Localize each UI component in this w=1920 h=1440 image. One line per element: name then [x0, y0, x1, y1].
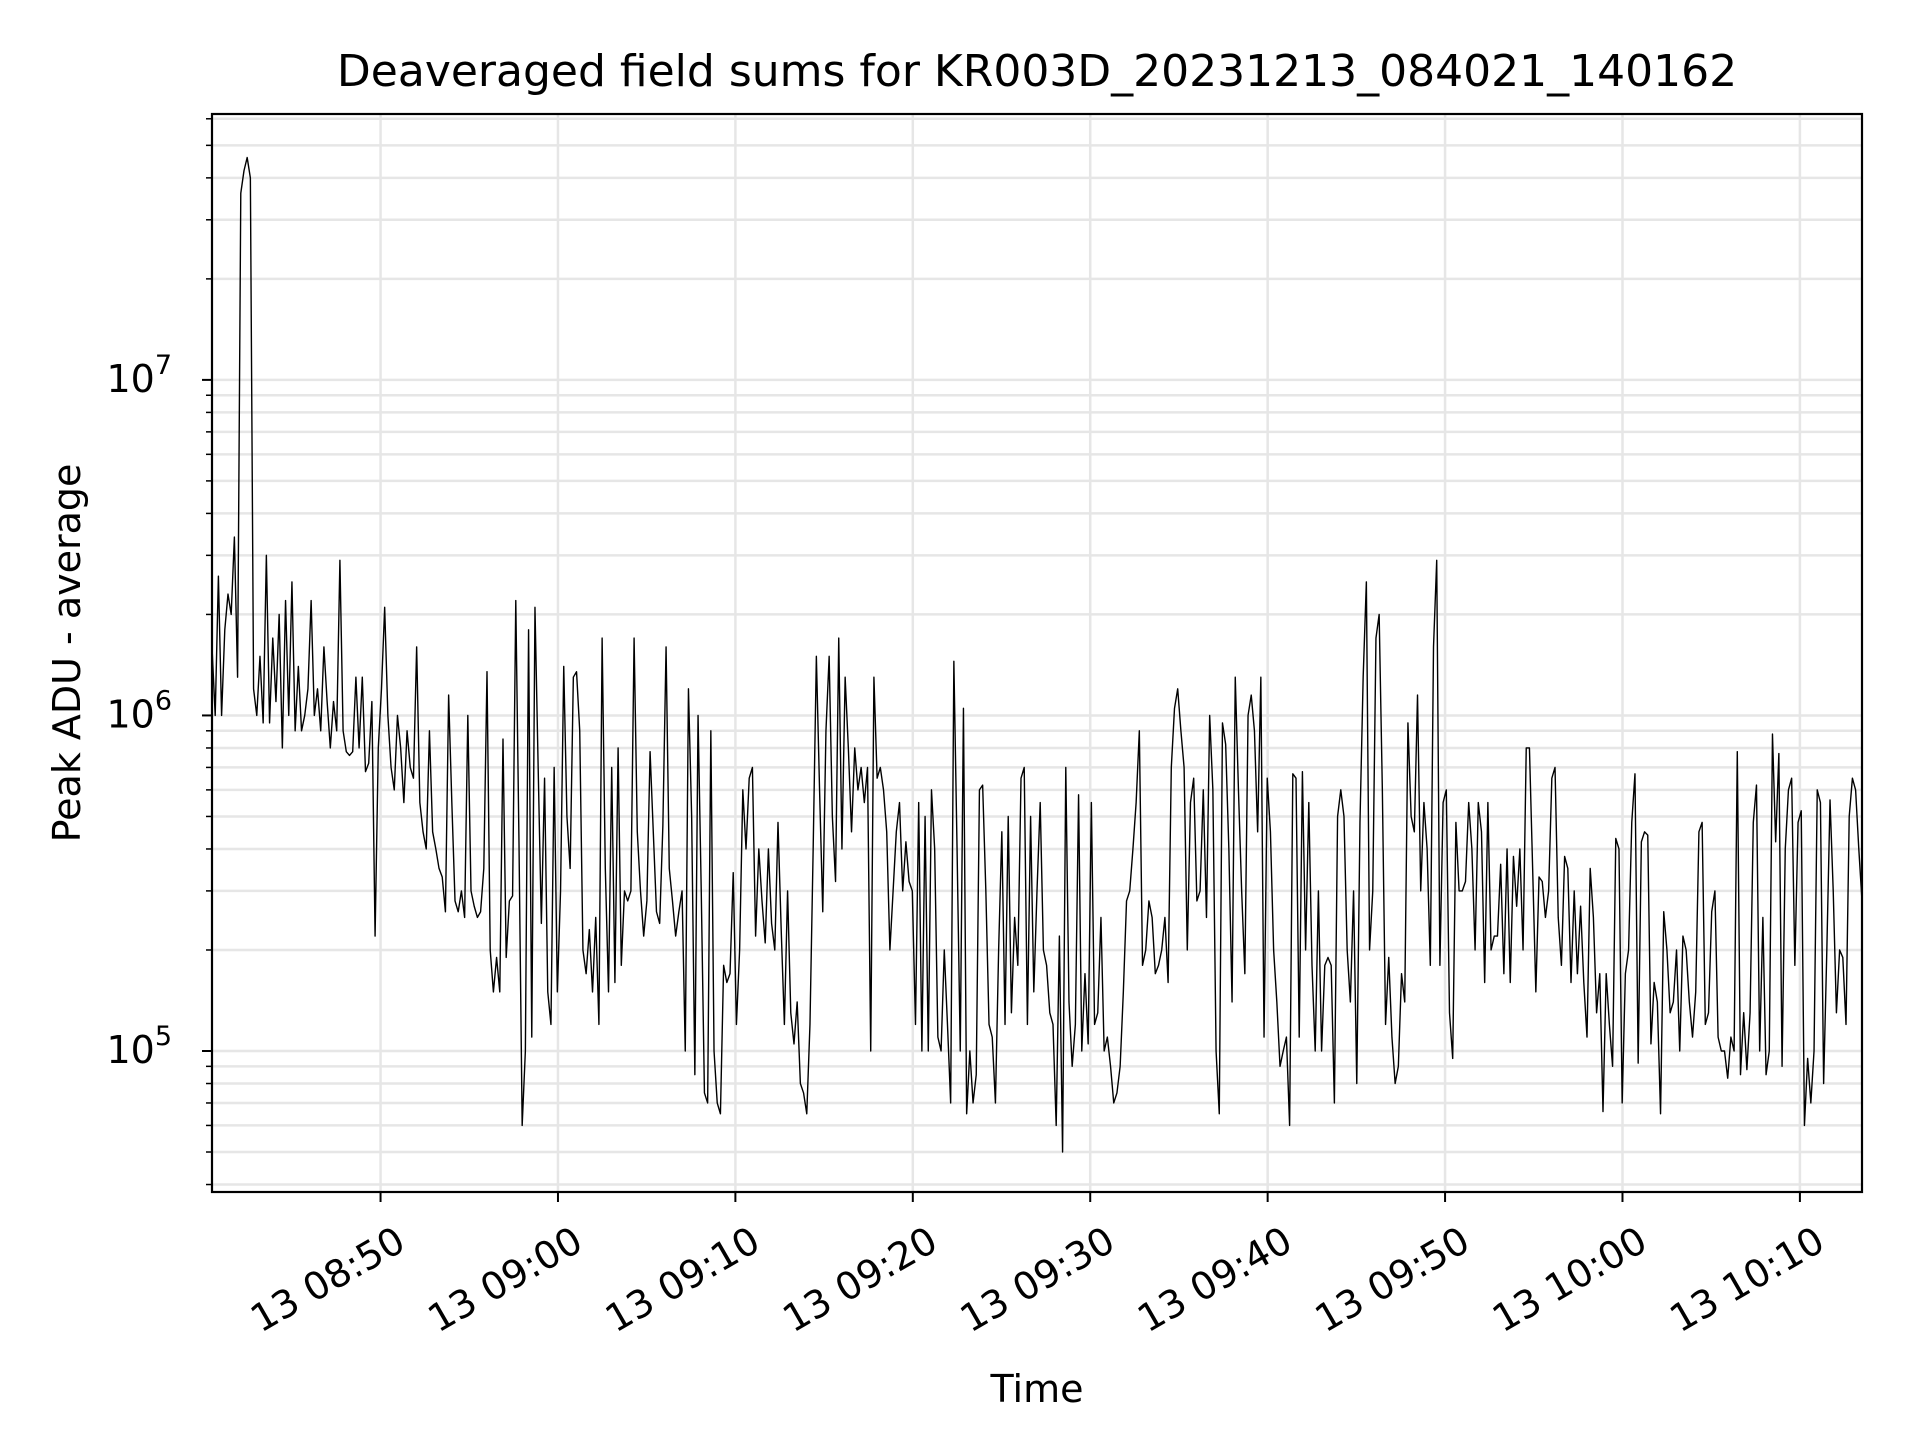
series-line [211, 156, 1863, 1153]
y-tick-label: 105 [106, 1021, 172, 1072]
x-axis-label: Time [990, 1367, 1084, 1411]
y-axis-label: Peak ADU - average [45, 464, 89, 843]
y-tick-labels: 105 106 107 [106, 350, 172, 1072]
plot-frame [210, 112, 1864, 1194]
y-tick-label: 107 [106, 350, 172, 401]
chart-title: Deaveraged field sums for KR003D_2023121… [337, 46, 1737, 97]
grid-lines [212, 114, 1862, 1192]
y-tick-label: 106 [106, 685, 172, 736]
